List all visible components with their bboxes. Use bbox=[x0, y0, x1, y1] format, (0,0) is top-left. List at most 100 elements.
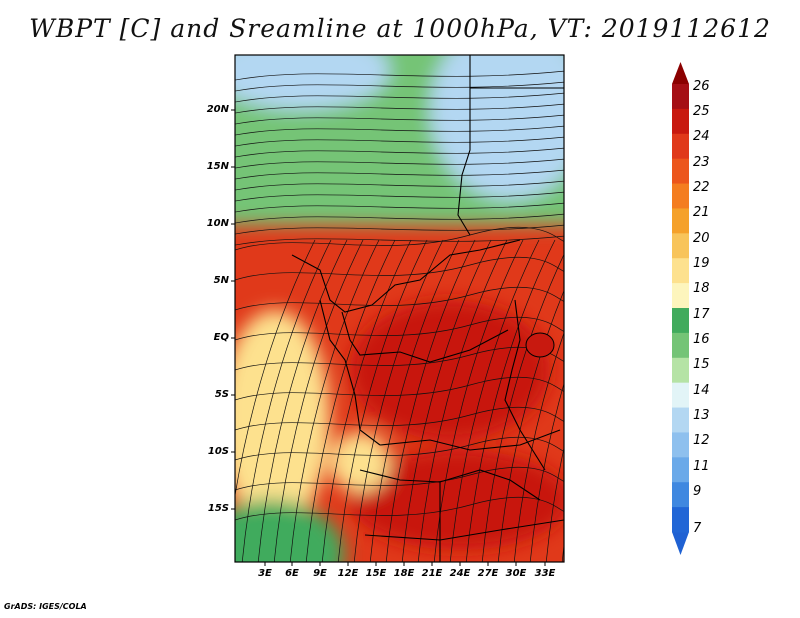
streamline-north bbox=[235, 158, 564, 169]
region-southwest-mild bbox=[235, 310, 330, 530]
colorbar-label-24: 24 bbox=[693, 129, 710, 144]
y-label-10n: 10N bbox=[206, 218, 229, 229]
y-label-5s: 5S bbox=[214, 389, 229, 400]
colorbar-label-22: 22 bbox=[693, 180, 710, 195]
streamline-south bbox=[353, 239, 444, 562]
colorbar-swatch bbox=[672, 208, 689, 234]
colorbar-label-23: 23 bbox=[693, 155, 710, 170]
chart-title: WBPT [C] and Sreamline at 1000hPa, VT: 2… bbox=[29, 14, 771, 43]
streamline-north bbox=[235, 136, 564, 147]
colorbar-label-16: 16 bbox=[693, 332, 710, 347]
streamline-north bbox=[235, 81, 564, 92]
streamline-north bbox=[235, 202, 564, 213]
streamline-south bbox=[337, 239, 428, 562]
streamline-central bbox=[235, 496, 564, 521]
streamline-south bbox=[273, 239, 364, 562]
colorbar-swatch bbox=[672, 407, 689, 433]
y-ticks bbox=[231, 109, 235, 510]
streamline-north bbox=[235, 125, 564, 136]
streamline-central bbox=[235, 286, 564, 311]
colorbar-label-15: 15 bbox=[693, 357, 710, 372]
footer-credit: GrADS: IGES/COLA bbox=[4, 602, 87, 611]
streamline-north bbox=[235, 169, 564, 180]
streamline-south bbox=[433, 239, 524, 562]
streamline-north bbox=[235, 224, 564, 235]
x-ticks bbox=[264, 562, 546, 566]
streamline-central bbox=[235, 406, 564, 431]
colorbar-swatch bbox=[672, 432, 689, 458]
streamline-south bbox=[401, 239, 492, 562]
streamline-south bbox=[513, 332, 564, 562]
streamline-south bbox=[321, 239, 412, 562]
colorbar-swatch bbox=[672, 233, 689, 259]
x-label-9e: 9E bbox=[313, 568, 327, 579]
streamline-central bbox=[235, 316, 564, 341]
colorbar-top-triangle bbox=[672, 62, 689, 84]
colorbar-label-11: 11 bbox=[693, 459, 710, 474]
colorbar-label-13: 13 bbox=[693, 408, 710, 423]
region-north-cold bbox=[430, 55, 564, 200]
streamline-south bbox=[545, 446, 564, 562]
streamline-south bbox=[369, 239, 460, 562]
colorbar-swatch bbox=[672, 283, 689, 309]
streamline-south bbox=[241, 239, 332, 562]
streamline-south bbox=[257, 239, 348, 562]
streamline-north bbox=[235, 213, 564, 224]
colorbar-bottom-triangle bbox=[672, 532, 689, 555]
lake-victoria bbox=[525, 332, 555, 358]
streamline-north bbox=[235, 70, 564, 81]
country-borders bbox=[291, 55, 564, 562]
y-label-20n: 20N bbox=[206, 104, 229, 115]
colorbar-label-12: 12 bbox=[693, 433, 710, 448]
colorbar-label-25: 25 bbox=[693, 104, 710, 119]
colorbar-swatch bbox=[672, 84, 689, 110]
colorbar bbox=[672, 62, 689, 555]
x-label-27e: 27E bbox=[477, 568, 499, 579]
streamline-south bbox=[235, 239, 316, 498]
streamline-north bbox=[235, 180, 564, 191]
colorbar-label-7: 7 bbox=[693, 521, 702, 536]
map-frame bbox=[234, 54, 565, 563]
region-southwest-mild bbox=[330, 432, 390, 492]
streamline-south bbox=[289, 239, 380, 562]
y-label-15n: 15N bbox=[206, 161, 229, 172]
x-label-15e: 15E bbox=[365, 568, 387, 579]
x-label-3e: 3E bbox=[258, 568, 272, 579]
colorbar-swatch bbox=[672, 357, 689, 384]
colorbar-label-9: 9 bbox=[693, 484, 702, 499]
colorbar-swatch bbox=[672, 133, 689, 160]
colorbar-swatch bbox=[672, 482, 689, 508]
colorbar-swatch bbox=[672, 183, 689, 209]
region-north-cold bbox=[235, 55, 390, 110]
streamline-north bbox=[235, 235, 564, 246]
y-label-eq: EQ bbox=[213, 332, 229, 343]
colorbar-label-26: 26 bbox=[693, 79, 710, 94]
streamline-south bbox=[385, 239, 476, 562]
streamline-south bbox=[449, 239, 540, 562]
colorbar-label-14: 14 bbox=[693, 383, 710, 398]
streamline-central bbox=[235, 346, 564, 371]
streamline-south bbox=[305, 239, 396, 562]
streamline-central bbox=[235, 226, 564, 251]
colorbar-swatch bbox=[672, 158, 689, 185]
x-label-30e: 30E bbox=[505, 568, 527, 579]
streamline-north bbox=[235, 114, 564, 125]
streamline-north bbox=[235, 92, 564, 103]
streamline-north bbox=[235, 191, 564, 202]
streamlines bbox=[235, 70, 564, 562]
colorbar-label-18: 18 bbox=[693, 281, 710, 296]
colorbar-label-21: 21 bbox=[693, 205, 710, 220]
streamline-north bbox=[235, 103, 564, 114]
streamline-central bbox=[235, 466, 564, 491]
colorbar-swatch bbox=[672, 108, 689, 135]
colorbar-swatch bbox=[672, 382, 689, 409]
region-southwest-cool bbox=[235, 500, 345, 562]
x-label-33e: 33E bbox=[534, 568, 556, 579]
x-label-21e: 21E bbox=[421, 568, 443, 579]
streamline-south bbox=[481, 253, 564, 562]
streamline-north bbox=[235, 147, 564, 158]
streamline-south bbox=[417, 239, 508, 562]
streamline-central bbox=[235, 376, 564, 401]
streamline-south bbox=[465, 239, 556, 562]
